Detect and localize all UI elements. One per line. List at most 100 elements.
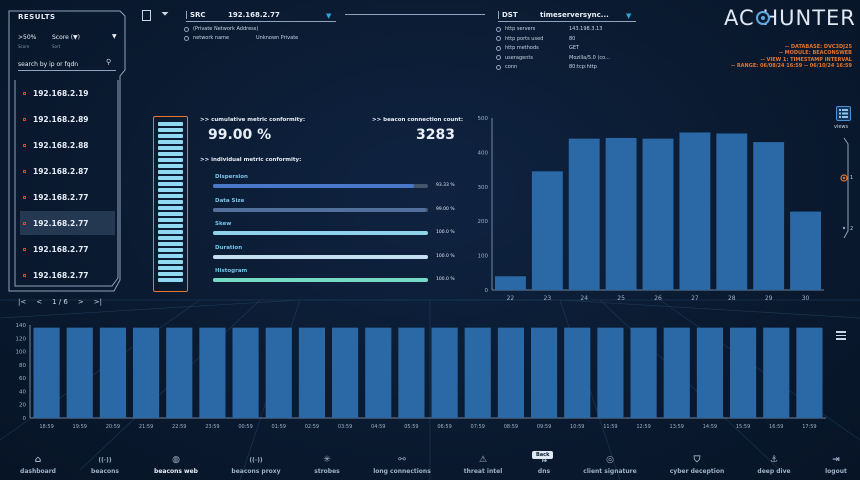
bar[interactable] <box>730 327 757 418</box>
bar[interactable] <box>464 327 491 418</box>
bar[interactable] <box>495 276 526 290</box>
bar[interactable] <box>365 327 392 418</box>
search-input[interactable]: search by ip or fqdn <box>18 58 116 71</box>
metric-name: Data Size <box>215 197 245 204</box>
bar[interactable] <box>166 327 193 418</box>
bar[interactable] <box>398 327 425 418</box>
sort-select[interactable]: Score (▼) <box>52 34 81 41</box>
bar[interactable] <box>605 137 637 290</box>
bar[interactable] <box>663 327 690 418</box>
filter-icon[interactable]: ⏷ <box>161 9 169 20</box>
bar[interactable] <box>232 327 259 418</box>
x-tick-label: 01:59 <box>272 424 286 430</box>
x-tick-label: 25 <box>617 295 625 302</box>
chevron-down-icon[interactable]: ▼ <box>112 33 117 40</box>
result-item[interactable]: 192.168.2.77 <box>20 211 115 235</box>
bar[interactable] <box>99 327 126 418</box>
nav-beacons[interactable]: ((·)) beacons <box>75 454 135 476</box>
bar[interactable] <box>796 327 823 418</box>
nav-beacons-web[interactable]: ◍ beacons web <box>146 454 206 475</box>
result-item[interactable]: 192.168.2.77 <box>20 185 115 209</box>
bar[interactable] <box>696 327 723 418</box>
bar[interactable] <box>679 132 711 290</box>
bar[interactable] <box>763 327 790 418</box>
meter-segment <box>158 266 183 270</box>
proxy-icon: ((·)) <box>249 456 263 464</box>
src-row-key: (Private Network Address) <box>193 26 259 32</box>
metric-value: 100.0 % <box>436 230 455 235</box>
bar[interactable] <box>716 133 748 290</box>
logout-icon: ⇥ <box>832 455 840 465</box>
next-page-icon[interactable]: > <box>77 298 84 306</box>
percent-filter-select[interactable]: >50% <box>18 34 37 41</box>
nav-beacons-proxy[interactable]: ((·)) beacons proxy <box>226 454 286 476</box>
nav-long-connections[interactable]: ⚯ long connections <box>372 454 432 475</box>
views-button[interactable] <box>836 106 851 121</box>
view-option-2[interactable]: 2 <box>850 226 854 232</box>
nav-deep-dive[interactable]: ⚓ deep dive <box>744 454 804 475</box>
back-tooltip[interactable]: Back <box>532 451 554 459</box>
bar[interactable] <box>568 138 600 290</box>
document-icon[interactable] <box>142 10 151 21</box>
bar[interactable] <box>497 327 524 418</box>
result-item[interactable]: 192.168.2.88 <box>20 133 115 157</box>
detail-icon <box>496 45 501 51</box>
result-item[interactable]: 192.168.2.77 <box>20 237 115 261</box>
src-filter-icon[interactable]: ▼ <box>326 12 332 20</box>
view-option-1[interactable]: 1 <box>850 175 854 181</box>
result-item[interactable]: 192.168.2.19 <box>20 81 115 105</box>
nav-dns[interactable]: ⇅ dns <box>514 454 574 475</box>
nav-client-signature[interactable]: ◎ client signature <box>580 454 640 475</box>
nav-cyber-deception[interactable]: ⛉ cyber deception <box>667 454 727 475</box>
dst-row-val: GET <box>569 45 580 51</box>
search-icon[interactable]: ⚲ <box>106 58 112 66</box>
bar[interactable] <box>790 211 821 290</box>
conformity-meter <box>153 116 188 292</box>
nav-threat-intel[interactable]: ⚠ threat intel <box>453 454 513 475</box>
bar[interactable] <box>630 327 657 418</box>
first-page-icon[interactable]: |< <box>18 298 27 306</box>
nav-label: beacons proxy <box>231 468 281 475</box>
x-tick-label: 18:59 <box>39 424 53 430</box>
prev-page-icon[interactable]: < <box>36 298 43 306</box>
bar[interactable] <box>431 327 458 418</box>
src-ip[interactable]: 192.168.2.77 <box>228 11 280 19</box>
bar[interactable] <box>133 327 160 418</box>
metric-name: Duration <box>215 244 243 251</box>
result-marker-icon <box>23 273 26 277</box>
x-tick-label: 11:59 <box>603 424 617 430</box>
dst-host[interactable]: timeserversync... <box>540 11 609 19</box>
database-info: -- DATABASE: DVC3DJ25 <box>785 44 852 50</box>
shield-icon: ⛉ <box>693 455 701 465</box>
nav-logout[interactable]: ⇥ logout <box>806 454 860 475</box>
bar[interactable] <box>564 327 591 418</box>
percent-filter-label: Score <box>18 44 30 49</box>
cumulative-label: >> cumulative metric conformity: <box>200 117 306 123</box>
bar[interactable] <box>531 171 563 290</box>
x-tick-label: 08:59 <box>504 424 518 430</box>
bar[interactable] <box>753 142 785 290</box>
dst-filter-icon[interactable]: ▼ <box>626 12 632 20</box>
result-item[interactable]: 192.168.2.77 <box>20 263 115 287</box>
dst-row-value: GET <box>569 45 579 51</box>
last-page-icon[interactable]: >| <box>93 298 102 306</box>
bar[interactable] <box>66 327 93 418</box>
views-slider[interactable] <box>838 136 858 246</box>
bar[interactable] <box>199 327 226 418</box>
result-item[interactable]: 192.168.2.87 <box>20 159 115 183</box>
bar[interactable] <box>298 327 325 418</box>
x-tick-label: 23:59 <box>205 424 219 430</box>
result-item[interactable]: 192.168.2.89 <box>20 107 115 131</box>
bar[interactable] <box>265 327 292 418</box>
chart-menu-icon[interactable] <box>836 331 846 342</box>
bar[interactable] <box>33 327 60 418</box>
bar[interactable] <box>531 327 558 418</box>
nav-strobes[interactable]: ✳ strobes <box>297 454 357 475</box>
bar[interactable] <box>642 138 674 290</box>
bar[interactable] <box>332 327 359 418</box>
results-title: RESULTS <box>18 13 56 21</box>
views-label: views <box>834 124 849 130</box>
nav-dashboard[interactable]: ⌂ dashboard <box>8 454 68 475</box>
dst-row: http ports used <box>496 36 543 42</box>
bar[interactable] <box>597 327 624 418</box>
